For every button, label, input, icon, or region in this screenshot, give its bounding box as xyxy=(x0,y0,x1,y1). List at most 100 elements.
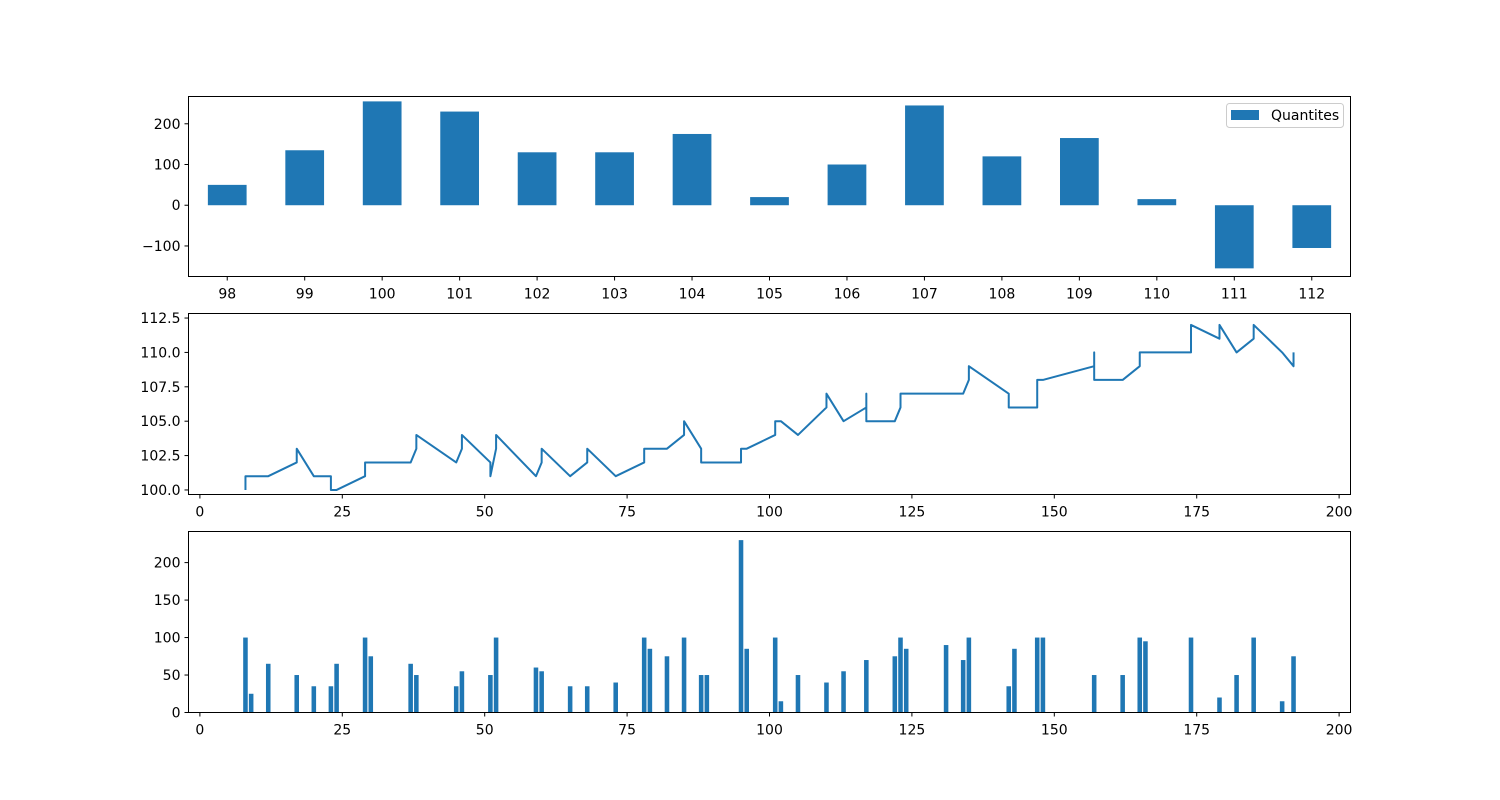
x-tick-label: 50 xyxy=(476,723,494,739)
bar xyxy=(744,648,749,713)
bar xyxy=(1091,675,1097,713)
bar xyxy=(641,637,647,713)
bar xyxy=(1214,205,1254,269)
line-chart: 0 25 50 75 100 125 150 175 200 100.0 102.5 105.0 107… xyxy=(140,311,1352,520)
bar xyxy=(864,660,869,713)
y-tick-label: −100 xyxy=(142,239,180,255)
x-tick-label: 175 xyxy=(1183,505,1210,521)
bar xyxy=(414,675,419,713)
bar xyxy=(778,701,784,713)
y-tick-label: 105.0 xyxy=(140,414,180,430)
bar xyxy=(539,671,544,713)
bar xyxy=(595,152,634,206)
x-tick-label: 150 xyxy=(1041,505,1068,521)
bar xyxy=(517,152,557,206)
bar xyxy=(672,133,712,206)
bar xyxy=(567,686,573,713)
x-tick-label: 106 xyxy=(834,287,861,303)
x-tick-label: 100 xyxy=(756,723,783,739)
x-tick-label: 75 xyxy=(618,723,636,739)
x-tick-label: 150 xyxy=(1041,723,1068,739)
x-tick-label: 109 xyxy=(1066,287,1093,303)
line-axes-frame xyxy=(188,313,1351,495)
y-tick-label: 100 xyxy=(154,158,181,174)
bar xyxy=(1143,641,1148,713)
bar xyxy=(681,637,687,713)
bar xyxy=(362,101,402,206)
bar xyxy=(362,637,368,713)
bar xyxy=(1034,637,1040,713)
volume-axes-frame xyxy=(188,531,1351,713)
bar xyxy=(905,105,944,206)
x-tick-label: 50 xyxy=(476,505,494,521)
bar xyxy=(613,682,618,713)
bar xyxy=(647,648,653,713)
bar xyxy=(1012,648,1017,713)
quantities-bars xyxy=(207,101,1332,269)
legend-box xyxy=(1226,103,1344,128)
x-tick-label: 112 xyxy=(1298,287,1325,303)
quantities-axes-frame xyxy=(188,96,1351,277)
x-tick-label: 107 xyxy=(911,287,938,303)
x-tick-label: 108 xyxy=(989,287,1016,303)
volume-bar-chart: 0 25 50 75 100 125 150 175 200 0 50 100 150 200 xyxy=(154,531,1353,739)
x-tick-label: 100 xyxy=(756,505,783,521)
x-tick-label: 0 xyxy=(195,723,204,739)
x-tick-label: 200 xyxy=(1326,505,1353,521)
quantities-bar-chart: 98 99 100 101 102 103 104 105 106 107 108 109 110 111… xyxy=(142,96,1351,303)
bar xyxy=(1292,205,1332,248)
y-tick-label: 0 xyxy=(172,706,181,722)
bar xyxy=(1137,637,1143,713)
bar xyxy=(1060,138,1099,206)
x-tick-label: 111 xyxy=(1221,287,1248,303)
bar xyxy=(1040,637,1046,713)
bar xyxy=(750,197,789,206)
y-tick-label: 112.5 xyxy=(140,311,180,327)
bar xyxy=(1137,199,1177,206)
bar xyxy=(459,671,465,713)
bar xyxy=(943,645,949,713)
bar xyxy=(1279,701,1285,713)
bar xyxy=(493,637,499,713)
bar xyxy=(795,675,801,713)
legend: Quantites xyxy=(1226,103,1344,128)
y-tick-label: 100.0 xyxy=(140,483,180,499)
bar xyxy=(311,686,317,713)
bar xyxy=(584,686,590,713)
x-tick-label: 98 xyxy=(218,287,236,303)
legend-label: Quantites xyxy=(1271,108,1339,124)
bar xyxy=(704,675,710,713)
bar xyxy=(841,671,846,713)
bar xyxy=(368,656,374,713)
bar xyxy=(1217,697,1222,713)
y-tick-label: 50 xyxy=(163,668,181,684)
x-tick-label: 102 xyxy=(524,287,551,303)
x-tick-label: 100 xyxy=(369,287,396,303)
y-tick-label: 150 xyxy=(154,593,181,609)
bar xyxy=(772,637,778,713)
quantities-axis-ticks: 98 99 100 101 102 103 104 105 106 107 108 109 110 111… xyxy=(142,117,1325,303)
bar xyxy=(1006,686,1012,713)
bar xyxy=(892,656,898,713)
bar xyxy=(294,675,300,713)
bar xyxy=(903,648,909,713)
bar xyxy=(966,637,972,713)
bar xyxy=(488,675,493,713)
bar xyxy=(207,184,247,206)
x-tick-label: 25 xyxy=(333,723,351,739)
bar xyxy=(1291,656,1296,713)
bar xyxy=(664,656,670,713)
x-tick-label: 99 xyxy=(296,287,314,303)
bar xyxy=(827,164,867,206)
y-tick-label: 107.5 xyxy=(140,380,180,396)
x-tick-label: 125 xyxy=(899,505,926,521)
y-tick-label: 0 xyxy=(172,198,181,214)
bar xyxy=(698,675,704,713)
y-tick-label: 200 xyxy=(154,556,181,572)
bar xyxy=(285,150,325,206)
volume-axis-ticks: 0 25 50 75 100 125 150 175 200 0 50 100 150 200 xyxy=(154,556,1353,739)
bar xyxy=(334,663,339,713)
bar xyxy=(1251,637,1256,713)
